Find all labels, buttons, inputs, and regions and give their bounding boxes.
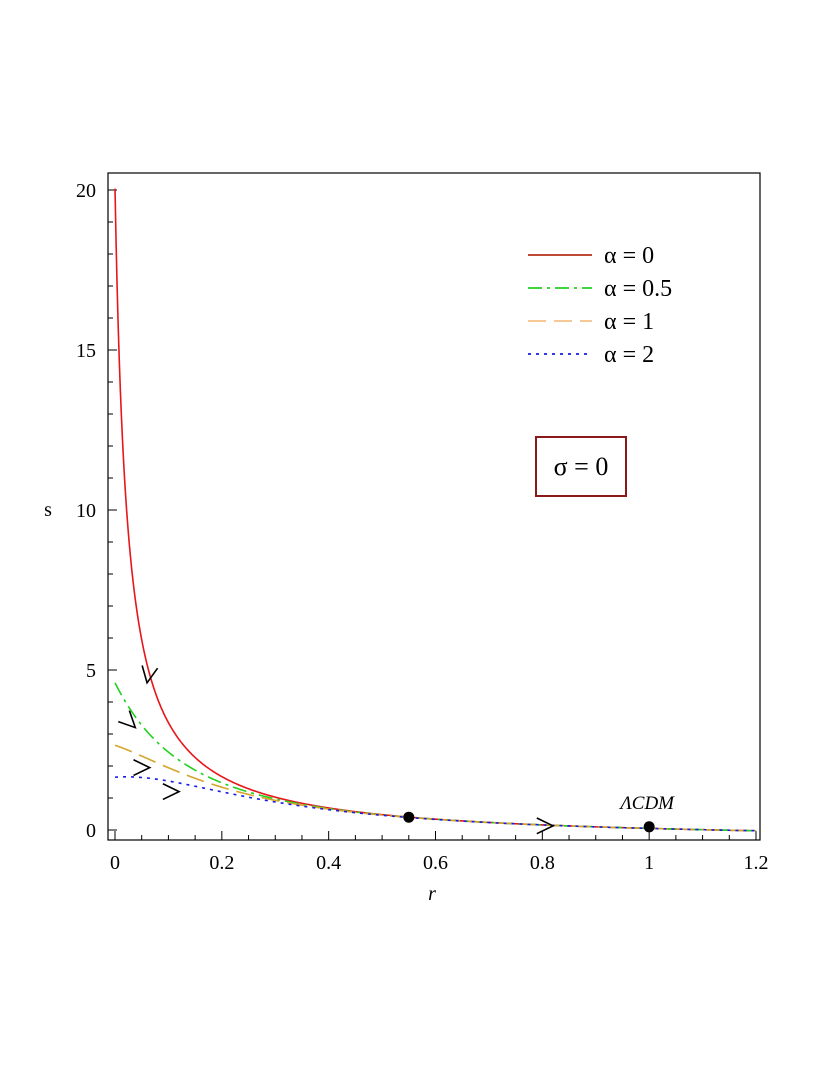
flow-arrow (162, 783, 181, 801)
x-tick-label: 0.2 (209, 852, 234, 874)
y-tick-label: 0 (86, 820, 96, 842)
point-label: ΛCDM (618, 793, 675, 814)
x-tick-label: 0.6 (423, 852, 448, 874)
x-tick-label: 0 (110, 852, 120, 874)
axis-ticks (108, 189, 757, 840)
x-tick-label: 0.8 (530, 852, 555, 874)
sigma-box-border (535, 436, 627, 497)
series-line (114, 744, 757, 832)
axis-tick-labels: 0 0.2 0.4 0.6 0.8 1 1.2 0 5 10 15 20 (76, 180, 769, 874)
critical-point (403, 811, 415, 823)
x-tick-label: 0.4 (316, 852, 341, 874)
y-tick-label: 10 (76, 500, 96, 522)
sigma-annotation-box: σ = 0 (535, 436, 627, 497)
y-tick-label: 5 (86, 660, 96, 682)
critical-point (643, 821, 655, 833)
plot-frame (107, 172, 761, 841)
y-tick-label: 20 (76, 180, 96, 202)
flow-arrow (536, 817, 555, 835)
y-axis-label: s (44, 499, 52, 521)
y-tick-label: 15 (76, 340, 96, 362)
flow-arrow (141, 665, 159, 685)
sigma-label: σ = 0 (554, 452, 609, 481)
flow-arrow (118, 710, 137, 729)
legend-label: α = 1 (604, 309, 654, 335)
critical-points: ΛCDM (403, 793, 675, 833)
x-axis-label: r (428, 883, 436, 905)
legend-label: α = 0 (604, 243, 654, 269)
x-tick-label: 1.2 (744, 852, 769, 874)
flow-arrow (133, 759, 152, 777)
x-tick-label: 1 (644, 852, 654, 874)
flow-arrows (118, 665, 555, 835)
legend: α = 0 α = 0.5 α = 1 α = 2 (528, 243, 672, 368)
legend-label: α = 2 (604, 342, 654, 368)
legend-label: α = 0.5 (604, 276, 672, 302)
